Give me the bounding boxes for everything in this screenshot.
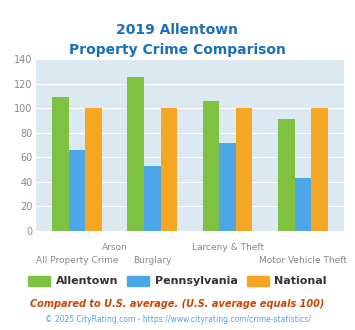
Bar [85,109,102,231]
Bar [278,119,295,231]
Text: © 2025 CityRating.com - https://www.cityrating.com/crime-statistics/: © 2025 CityRating.com - https://www.city… [45,315,310,324]
Text: Motor Vehicle Theft: Motor Vehicle Theft [259,256,347,265]
Text: Compared to U.S. average. (U.S. average equals 100): Compared to U.S. average. (U.S. average … [30,299,325,309]
Text: Arson: Arson [102,243,127,251]
Bar [311,109,328,231]
Text: Property Crime Comparison: Property Crime Comparison [69,43,286,57]
Bar [160,109,177,231]
Bar [203,101,219,231]
Bar [219,143,236,231]
Bar [69,150,85,231]
Text: Burglary: Burglary [133,256,171,265]
Bar [52,97,69,231]
Bar [144,166,160,231]
Bar [236,109,252,231]
Legend: Allentown, Pennsylvania, National: Allentown, Pennsylvania, National [23,271,332,291]
Bar [127,77,144,231]
Text: All Property Crime: All Property Crime [36,256,118,265]
Text: Larceny & Theft: Larceny & Theft [192,243,264,251]
Text: 2019 Allentown: 2019 Allentown [116,23,239,37]
Bar [295,178,311,231]
